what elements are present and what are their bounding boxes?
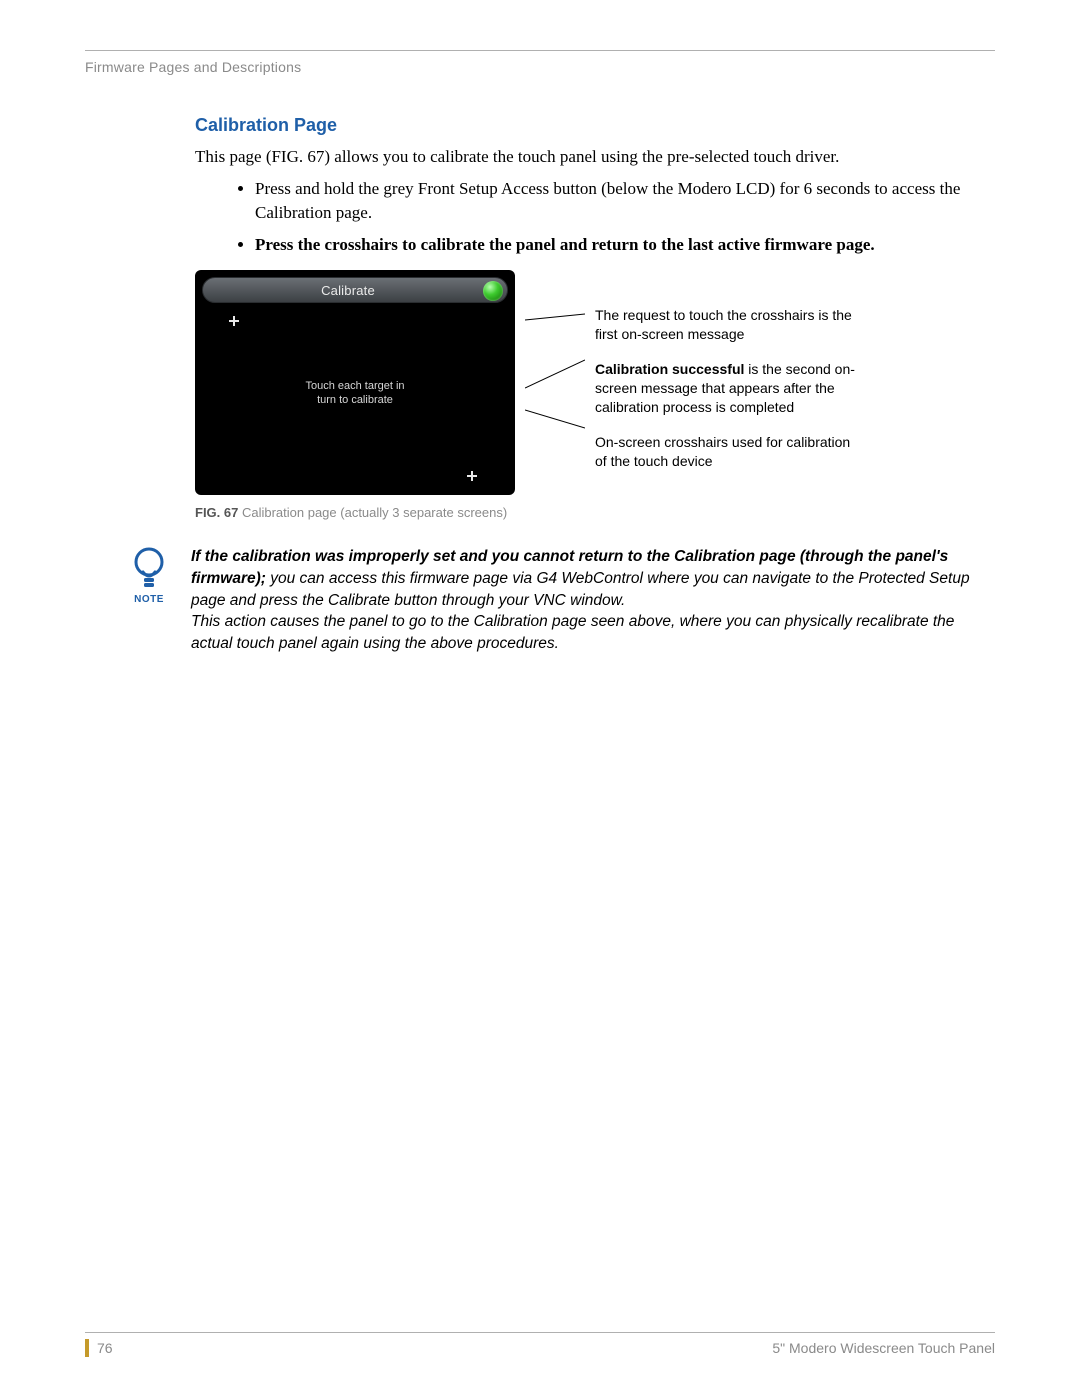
bullet-item-1: Press and hold the grey Front Setup Acce… [255, 177, 985, 225]
content-area: Calibration Page This page (FIG. 67) all… [195, 115, 985, 520]
footer: 76 5" Modero Widescreen Touch Panel [85, 1332, 995, 1357]
note-text: If the calibration was improperly set an… [191, 546, 985, 654]
bullet-list: Press and hold the grey Front Setup Acce… [195, 177, 985, 256]
screen-instruction-l2: turn to calibrate [317, 394, 393, 406]
callout-1-text: The request to touch the crosshairs is t… [595, 307, 852, 342]
callout-3-text: On-screen crosshairs used for calibratio… [595, 434, 850, 469]
top-rule [85, 50, 995, 51]
pill-label: Calibrate [321, 283, 375, 298]
note-paragraph-2: This action causes the panel to go to th… [191, 613, 954, 652]
screen-instruction-l1: Touch each target in [305, 380, 404, 392]
section-title: Calibration Page [195, 115, 985, 136]
callout-1: The request to touch the crosshairs is t… [595, 306, 865, 344]
callout-2: Calibration successful is the second on-… [595, 360, 865, 417]
figure-caption-text: Calibration page (actually 3 separate sc… [238, 505, 507, 520]
figure-caption-number: FIG. 67 [195, 505, 238, 520]
status-dot-icon [483, 281, 503, 301]
callout-3: On-screen crosshairs used for calibratio… [595, 433, 865, 471]
page-number-value: 76 [97, 1340, 113, 1356]
intro-paragraph: This page (FIG. 67) allows you to calibr… [195, 146, 985, 169]
note-paragraph-1-rest: you can access this firmware page via G4… [191, 570, 970, 609]
page: Firmware Pages and Descriptions Calibrat… [0, 0, 1080, 1397]
footer-row: 76 5" Modero Widescreen Touch Panel [85, 1339, 995, 1357]
figure-row: Calibrate Touch each target in turn to c… [195, 270, 985, 495]
figure-caption: FIG. 67 Calibration page (actually 3 sep… [195, 505, 985, 520]
crosshair-icon [467, 471, 477, 481]
screen-instruction: Touch each target in turn to calibrate [285, 380, 425, 408]
footer-title: 5" Modero Widescreen Touch Panel [772, 1340, 995, 1356]
bottom-rule [85, 1332, 995, 1333]
callout-2-bold: Calibration successful [595, 361, 744, 377]
lightbulb-icon [129, 546, 169, 592]
note-icon-block: NOTE [125, 546, 173, 605]
note-label: NOTE [125, 594, 173, 605]
crosshair-icon [229, 316, 239, 326]
bullet-text-1: Press and hold the grey Front Setup Acce… [255, 179, 960, 222]
device-screen: Calibrate Touch each target in turn to c… [195, 270, 515, 495]
callout-lines-icon [525, 270, 585, 495]
page-number: 76 [85, 1339, 113, 1357]
note-block: NOTE If the calibration was improperly s… [125, 546, 985, 654]
calibrate-pill: Calibrate [202, 277, 508, 303]
running-head: Firmware Pages and Descriptions [85, 59, 995, 75]
callouts: The request to touch the crosshairs is t… [595, 270, 865, 470]
bullet-text-2: Press the crosshairs to calibrate the pa… [255, 235, 875, 254]
bullet-item-2: Press the crosshairs to calibrate the pa… [255, 233, 985, 257]
